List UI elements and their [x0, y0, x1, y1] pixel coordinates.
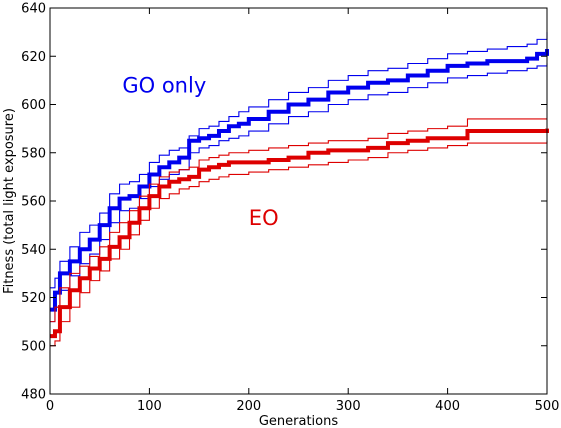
- blue-upper-line: [50, 32, 548, 289]
- x-axis-title: Generations: [259, 414, 339, 428]
- y-tick-label: 620: [21, 50, 46, 65]
- red-mean-line: [50, 128, 549, 339]
- x-tick-label: 100: [137, 399, 162, 414]
- red-upper-line: [50, 118, 547, 323]
- y-axis-title: Fitness (total light exposure): [2, 108, 17, 294]
- y-tick-label: 480: [21, 388, 46, 403]
- eo-annotation: EO: [249, 206, 279, 230]
- go-only-annotation: GO only: [122, 73, 206, 97]
- y-tick-label: 520: [21, 291, 46, 306]
- blue-lower-line: [50, 63, 548, 323]
- y-tick-label: 560: [21, 195, 46, 210]
- ticks-layer: 0 100 200 300 400 500 480 500 520 540 560 580 600 620…: [21, 2, 559, 415]
- x-tick-label: 500: [535, 399, 560, 414]
- y-tick-label: 500: [21, 339, 46, 354]
- series-layer: [50, 32, 549, 347]
- red-lower-line: [50, 140, 548, 347]
- y-tick-label: 600: [21, 98, 46, 113]
- blue-mean-line: [50, 49, 549, 312]
- y-tick-label: 580: [21, 146, 46, 161]
- y-tick-label: 540: [21, 243, 46, 258]
- x-tick-label: 300: [336, 399, 361, 414]
- plot-frame: [49, 7, 548, 395]
- annotation-layer: GO only EO: [122, 73, 278, 230]
- x-tick-label: 200: [236, 399, 261, 414]
- y-tick-label: 640: [21, 2, 46, 17]
- x-tick-label: 400: [435, 399, 460, 414]
- x-tick-label: 0: [46, 399, 54, 414]
